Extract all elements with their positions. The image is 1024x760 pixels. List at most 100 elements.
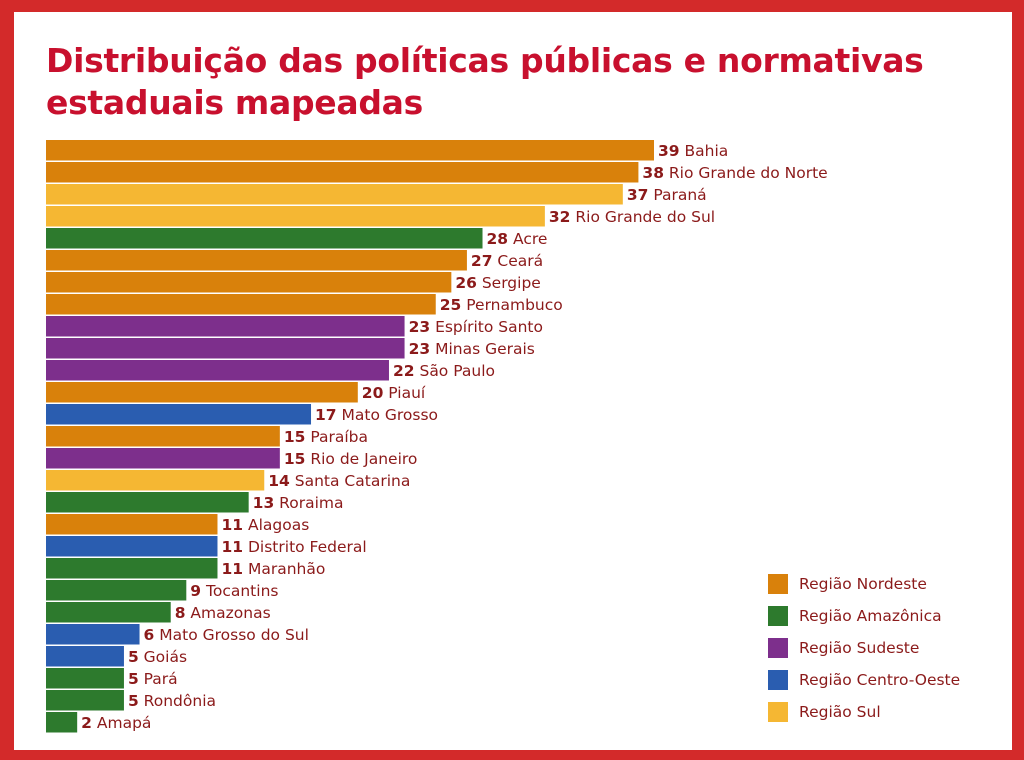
bar-category: Roraima (274, 494, 343, 512)
bar-category: Rio Grande do Sul (570, 208, 715, 226)
legend-label-regiao-amazonica: Região Amazônica (799, 607, 942, 625)
legend-swatch-regiao-nordeste (768, 574, 788, 594)
legend-label-regiao-sudeste: Região Sudeste (799, 639, 919, 657)
bar-value: 13 (253, 494, 275, 512)
bar-value: 23 (409, 318, 431, 336)
bar-category: Alagoas (243, 516, 309, 534)
bar-value: 9 (190, 582, 201, 600)
bar-value: 11 (221, 538, 243, 556)
bar-rio-grande-do-sul (46, 206, 545, 227)
chart-frame: Distribuição das políticas públicas e no… (14, 12, 1012, 750)
bar-label-parana: 37 Paraná (627, 186, 707, 204)
bar-parana (46, 184, 623, 205)
legend-swatch-regiao-sudeste (768, 638, 788, 658)
bar-value: 27 (471, 252, 493, 270)
bar-value: 15 (284, 428, 306, 446)
bar-label-rio-grande-do-norte: 38 Rio Grande do Norte (642, 164, 827, 182)
bar-value: 25 (440, 296, 462, 314)
bar-value: 32 (549, 208, 571, 226)
bar-label-sergipe: 26 Sergipe (455, 274, 541, 292)
legend-swatch-regiao-sul (768, 702, 788, 722)
bar-minas-gerais (46, 338, 405, 359)
bar-value: 23 (409, 340, 431, 358)
bar-label-santa-catarina: 14 Santa Catarina (268, 472, 410, 490)
legend-swatch-regiao-amazonica (768, 606, 788, 626)
bar-value: 5 (128, 648, 139, 666)
bar-value: 8 (175, 604, 186, 622)
bar-pernambuco (46, 294, 436, 315)
bar-mato-grosso-do-sul (46, 624, 140, 645)
bar-para (46, 668, 124, 689)
bar-value: 5 (128, 692, 139, 710)
bar-label-acre: 28 Acre (487, 230, 548, 248)
bar-category: Minas Gerais (430, 340, 535, 358)
bar-paraiba (46, 426, 280, 447)
bar-amazonas (46, 602, 171, 623)
bar-category: Rondônia (139, 692, 216, 710)
bar-category: Amapá (92, 714, 151, 732)
bar-roraima (46, 492, 249, 513)
bar-goias (46, 646, 124, 667)
bar-distrito-federal (46, 536, 218, 557)
bar-value: 20 (362, 384, 384, 402)
bar-category: Paraná (648, 186, 706, 204)
bar-category: São Paulo (415, 362, 495, 380)
bar-label-rio-de-janeiro: 15 Rio de Janeiro (284, 450, 418, 468)
bar-bahia (46, 140, 654, 161)
bar-label-rondonia: 5 Rondônia (128, 692, 216, 710)
bar-sergipe (46, 272, 452, 293)
bar-category: Espírito Santo (430, 318, 543, 336)
bar-value: 37 (627, 186, 649, 204)
bar-acre (46, 228, 483, 249)
bar-label-espirito-santo: 23 Espírito Santo (409, 318, 543, 336)
bar-label-sao-paulo: 22 São Paulo (393, 362, 495, 380)
bar-category: Acre (508, 230, 547, 248)
bar-alagoas (46, 514, 218, 535)
bar-category: Mato Grosso do Sul (154, 626, 309, 644)
bar-value: 39 (658, 142, 680, 160)
bar-label-roraima: 13 Roraima (253, 494, 344, 512)
bar-category: Ceará (493, 252, 544, 270)
bar-category: Rio Grande do Norte (664, 164, 828, 182)
bar-label-tocantins: 9 Tocantins (190, 582, 278, 600)
bar-label-pernambuco: 25 Pernambuco (440, 296, 563, 314)
bar-label-paraiba: 15 Paraíba (284, 428, 368, 446)
bar-category: Pará (139, 670, 178, 688)
bar-label-para: 5 Pará (128, 670, 178, 688)
legend-label-regiao-centro-oeste: Região Centro-Oeste (799, 671, 960, 689)
bar-category: Mato Grosso (337, 406, 438, 424)
bar-category: Rio de Janeiro (305, 450, 417, 468)
bar-label-amapa: 2 Amapá (81, 714, 151, 732)
bar-category: Amazonas (186, 604, 271, 622)
bar-ceara (46, 250, 467, 271)
bar-category: Goiás (139, 648, 187, 666)
bar-category: Bahia (680, 142, 729, 160)
bar-label-bahia: 39 Bahia (658, 142, 728, 160)
bar-label-mato-grosso-do-sul: 6 Mato Grosso do Sul (144, 626, 309, 644)
bar-value: 14 (268, 472, 290, 490)
bar-value: 11 (221, 516, 243, 534)
bar-value: 38 (642, 164, 664, 182)
bar-label-minas-gerais: 23 Minas Gerais (409, 340, 535, 358)
bar-espirito-santo (46, 316, 405, 337)
chart-title: Distribuição das políticas públicas e no… (46, 41, 924, 122)
bar-label-amazonas: 8 Amazonas (175, 604, 271, 622)
bar-rio-de-janeiro (46, 448, 280, 469)
bar-value: 26 (455, 274, 477, 292)
bar-label-ceara: 27 Ceará (471, 252, 543, 270)
bar-label-piaui: 20 Piauí (362, 384, 426, 402)
legend-label-regiao-sul: Região Sul (799, 703, 881, 721)
bar-category: Sergipe (477, 274, 541, 292)
bar-tocantins (46, 580, 187, 601)
bar-category: Piauí (383, 384, 426, 402)
bar-label-goias: 5 Goiás (128, 648, 187, 666)
bar-value: 6 (144, 626, 155, 644)
bar-category: Maranhão (243, 560, 325, 578)
bar-value: 17 (315, 406, 337, 424)
bar-category: Pernambuco (461, 296, 562, 314)
bar-category: Tocantins (201, 582, 278, 600)
bar-amapa (46, 712, 78, 733)
bar-rio-grande-do-norte (46, 162, 639, 183)
bar-category: Santa Catarina (290, 472, 411, 490)
